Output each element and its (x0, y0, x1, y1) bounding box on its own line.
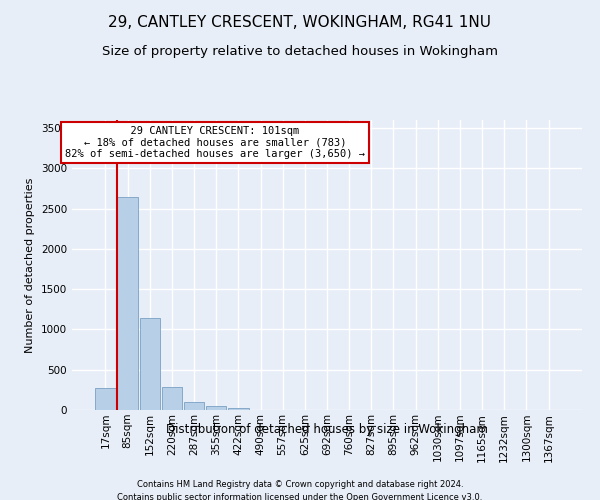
Bar (206, 406, 226, 410)
Text: 29 CANTLEY CRESCENT: 101sqm  
← 18% of detached houses are smaller (783)
82% of : 29 CANTLEY CRESCENT: 101sqm ← 18% of det… (65, 126, 365, 159)
Text: Size of property relative to detached houses in Wokingham: Size of property relative to detached ho… (102, 45, 498, 58)
Text: Distribution of detached houses by size in Wokingham: Distribution of detached houses by size … (166, 422, 488, 436)
Bar (95, 388, 116, 410)
Bar (161, 388, 182, 410)
Y-axis label: Number of detached properties: Number of detached properties (25, 178, 35, 352)
Text: Contains public sector information licensed under the Open Government Licence v3: Contains public sector information licen… (118, 492, 482, 500)
Bar (118, 196, 138, 410)
Text: 29, CANTLEY CRESCENT, WOKINGHAM, RG41 1NU: 29, CANTLEY CRESCENT, WOKINGHAM, RG41 1N… (109, 15, 491, 30)
Bar (228, 408, 248, 410)
Bar (184, 402, 204, 410)
Text: Contains HM Land Registry data © Crown copyright and database right 2024.: Contains HM Land Registry data © Crown c… (137, 480, 463, 489)
Bar (140, 318, 160, 410)
